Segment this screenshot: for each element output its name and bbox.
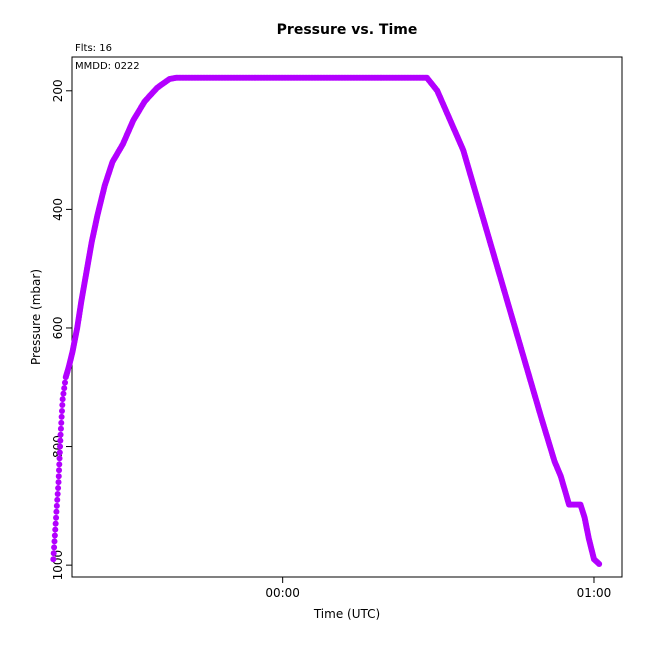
chart-title: Pressure vs. Time [277, 22, 418, 38]
data-points [50, 74, 603, 567]
data-point [58, 413, 65, 420]
data-point [52, 520, 59, 527]
data-point [61, 385, 68, 392]
data-point [54, 496, 61, 503]
data-point [54, 490, 61, 497]
data-point [51, 532, 58, 539]
x-tick-label: 01:00 [577, 586, 612, 600]
plot-frame [71, 56, 623, 578]
data-point [58, 419, 65, 426]
data-point [53, 508, 60, 515]
flights-label: Flts: 16 [75, 43, 112, 54]
y-axis-label: Pressure (mbar) [29, 269, 43, 365]
data-point [60, 390, 67, 397]
data-point [55, 479, 62, 486]
data-point [50, 556, 57, 563]
data-point [596, 560, 603, 567]
x-tick-label: 00:00 [265, 586, 300, 600]
data-point [51, 544, 58, 551]
data-point [58, 407, 65, 414]
data-point [50, 550, 57, 557]
data-point [52, 526, 59, 533]
data-point [56, 461, 63, 468]
data-point [55, 485, 62, 492]
x-axis-label: Time (UTC) [313, 607, 380, 621]
data-point [59, 402, 66, 409]
x-axis: 00:00 01:00 [265, 577, 611, 600]
data-point [56, 455, 63, 462]
data-point [59, 396, 66, 403]
data-point [57, 431, 64, 438]
y-tick-label: 400 [51, 198, 65, 221]
data-point [56, 449, 63, 456]
mmdd-label: MMDD: 0222 [75, 61, 140, 72]
data-point [57, 425, 64, 432]
data-point [56, 467, 63, 474]
y-tick-label: 200 [51, 79, 65, 102]
data-point [57, 443, 64, 450]
data-point [57, 437, 64, 444]
data-point [55, 473, 62, 480]
data-point [51, 538, 58, 545]
y-tick-label: 600 [51, 317, 65, 340]
data-point [61, 379, 68, 386]
data-point [53, 502, 60, 509]
data-point [53, 514, 60, 521]
